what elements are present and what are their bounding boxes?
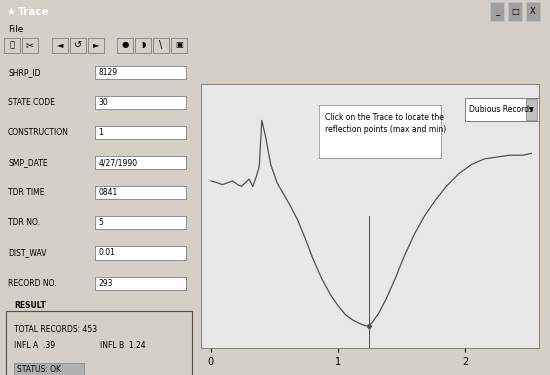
Text: 0.01: 0.01 (98, 249, 116, 258)
Text: \: \ (160, 40, 163, 50)
Text: SHRP_ID: SHRP_ID (8, 68, 41, 76)
Text: STATE CODE: STATE CODE (8, 98, 55, 107)
Text: DIST_WAV: DIST_WAV (8, 249, 47, 258)
Bar (6, 311, 192, 375)
Bar (95, 66, 186, 79)
FancyBboxPatch shape (526, 2, 540, 21)
Bar (95, 96, 186, 109)
Text: Dubious Records: Dubious Records (469, 105, 533, 114)
Text: CONSTRUCTION: CONSTRUCTION (8, 128, 69, 137)
Text: TDR TIME: TDR TIME (8, 188, 45, 197)
FancyBboxPatch shape (508, 2, 522, 21)
FancyBboxPatch shape (135, 38, 151, 53)
Bar (95, 156, 186, 169)
Text: ★: ★ (6, 7, 15, 16)
Bar (95, 126, 186, 139)
Bar (95, 186, 186, 199)
Text: TDR NO.: TDR NO. (8, 218, 40, 227)
Text: ◄: ◄ (57, 40, 63, 50)
Bar (14, 363, 84, 375)
Text: TOTAL RECORDS: 453: TOTAL RECORDS: 453 (14, 325, 97, 334)
Text: INFL A  .39: INFL A .39 (14, 341, 55, 350)
Text: 30: 30 (98, 98, 108, 107)
FancyBboxPatch shape (88, 38, 104, 53)
FancyBboxPatch shape (4, 38, 20, 53)
Bar (95, 246, 186, 259)
Text: X: X (530, 7, 536, 16)
Bar (526, 99, 537, 120)
FancyBboxPatch shape (70, 38, 86, 53)
Text: ●: ● (122, 40, 129, 50)
Text: 📄: 📄 (9, 40, 14, 50)
Text: 293: 293 (98, 279, 113, 288)
Text: 8129: 8129 (98, 68, 118, 77)
Text: 5: 5 (98, 218, 103, 227)
Bar (95, 216, 186, 229)
Text: File: File (8, 26, 23, 34)
Text: ▣: ▣ (175, 40, 183, 50)
Text: ►: ► (93, 40, 99, 50)
FancyBboxPatch shape (117, 38, 133, 53)
Text: ▼: ▼ (529, 107, 534, 112)
Text: ✂: ✂ (26, 40, 34, 50)
FancyBboxPatch shape (171, 38, 187, 53)
Text: INFL B  1.24: INFL B 1.24 (100, 341, 146, 350)
Text: 0841: 0841 (98, 188, 118, 197)
FancyBboxPatch shape (153, 38, 169, 53)
Text: _: _ (495, 7, 499, 16)
Text: 4/27/1990: 4/27/1990 (98, 158, 138, 167)
Bar (95, 277, 186, 290)
Text: Trace: Trace (18, 7, 50, 16)
FancyBboxPatch shape (490, 2, 504, 21)
FancyBboxPatch shape (52, 38, 68, 53)
Text: SMP_DATE: SMP_DATE (8, 158, 48, 167)
FancyBboxPatch shape (22, 38, 38, 53)
Text: RECORD NO.: RECORD NO. (8, 279, 57, 288)
Text: ↺: ↺ (74, 40, 82, 50)
Text: □: □ (511, 7, 519, 16)
Text: ◗: ◗ (141, 40, 145, 50)
Text: RESULT: RESULT (14, 301, 46, 310)
Text: STATUS: OK: STATUS: OK (17, 366, 61, 375)
Text: Click on the Trace to locate the
reflection points (max and min): Click on the Trace to locate the reflect… (325, 113, 447, 134)
Text: 1: 1 (98, 128, 103, 137)
